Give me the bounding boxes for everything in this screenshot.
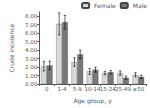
svg-text:5.00: 5.00: [25, 39, 38, 45]
svg-text:3.00: 3.00: [25, 56, 38, 62]
svg-text:1.00: 1.00: [25, 73, 38, 79]
svg-text:≥50: ≥50: [133, 86, 145, 92]
svg-text:7.00: 7.00: [25, 22, 38, 28]
svg-text:8.00: 8.00: [25, 13, 38, 19]
svg-text:6.00: 6.00: [25, 30, 38, 36]
svg-text:0.00: 0.00: [25, 81, 38, 87]
svg-text:4.00: 4.00: [25, 47, 38, 53]
svg-text:25-49: 25-49: [115, 86, 131, 92]
svg-text:1-4: 1-4: [58, 86, 67, 92]
svg-text:Age group, y: Age group, y: [73, 97, 112, 105]
svg-text:0: 0: [45, 86, 49, 92]
svg-text:Male: Male: [133, 2, 148, 9]
svg-text:10-14: 10-14: [85, 86, 101, 92]
svg-text:15-24: 15-24: [100, 86, 116, 92]
svg-text:Crude incidence: Crude incidence: [8, 23, 15, 72]
svg-text:2.00: 2.00: [25, 64, 38, 70]
svg-text:Female: Female: [94, 2, 116, 9]
svg-text:5-9: 5-9: [73, 86, 82, 92]
